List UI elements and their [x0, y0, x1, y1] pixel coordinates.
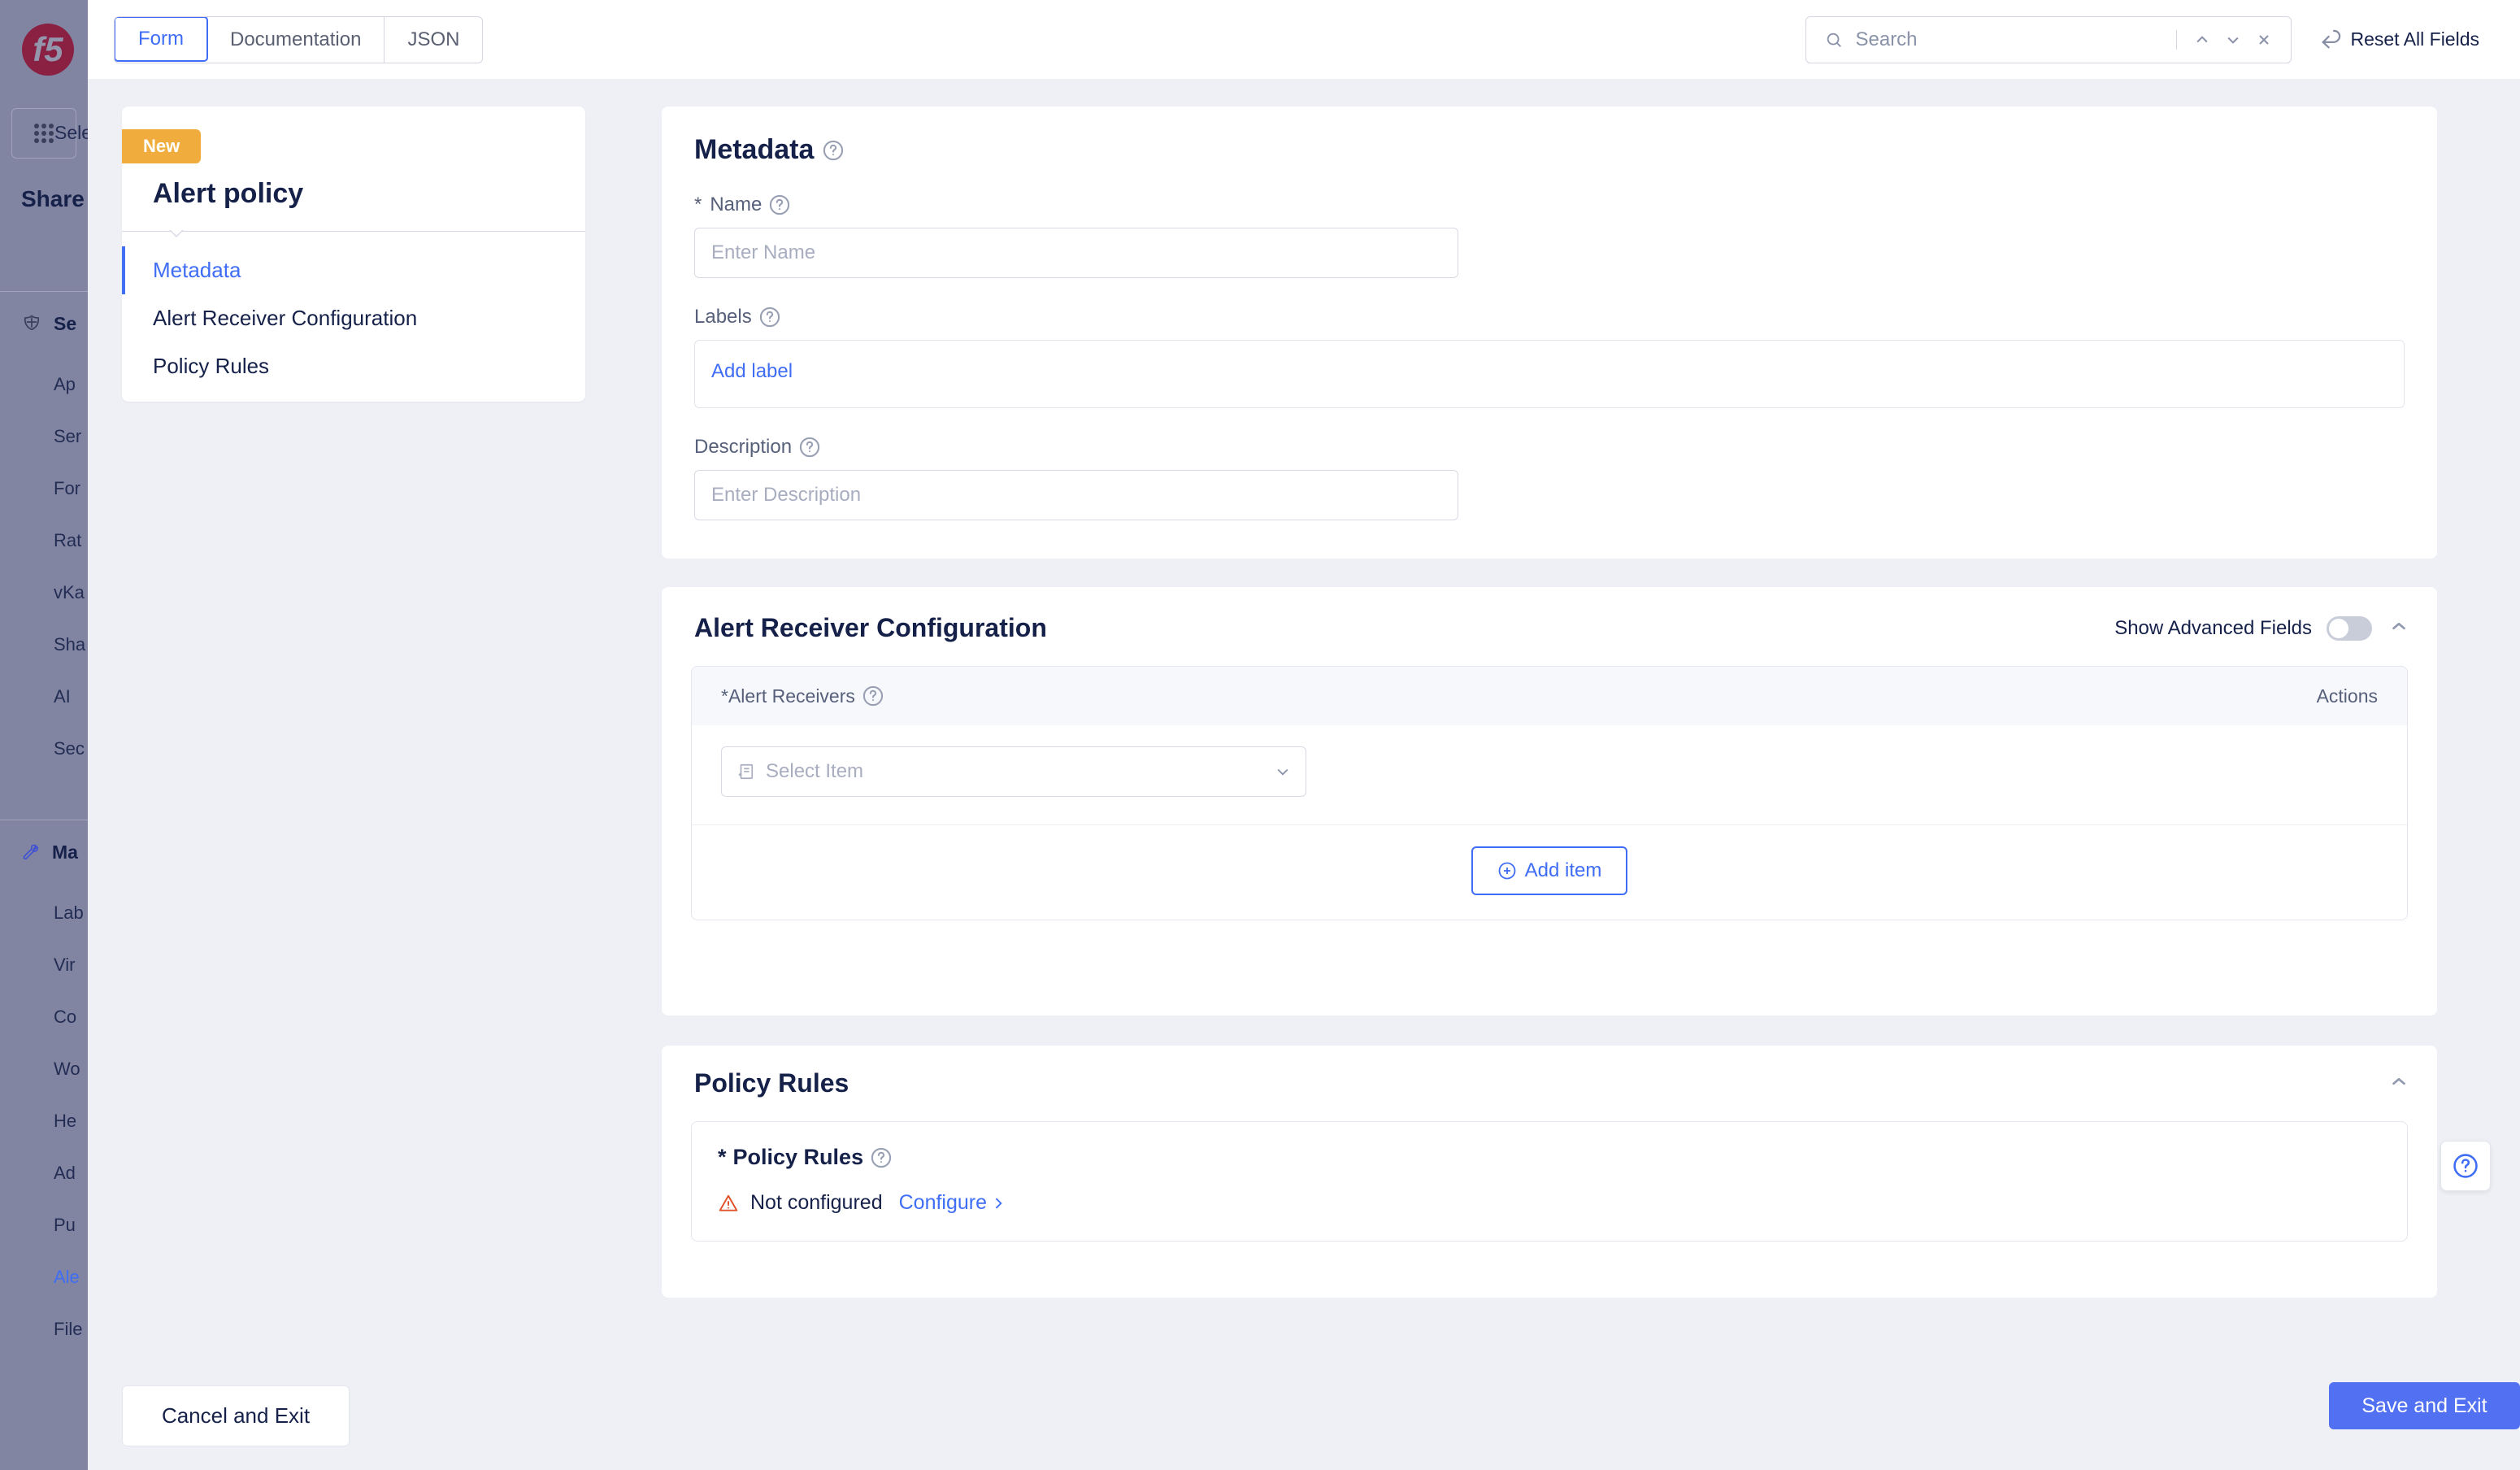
- svg-text:f5: f5: [33, 30, 63, 68]
